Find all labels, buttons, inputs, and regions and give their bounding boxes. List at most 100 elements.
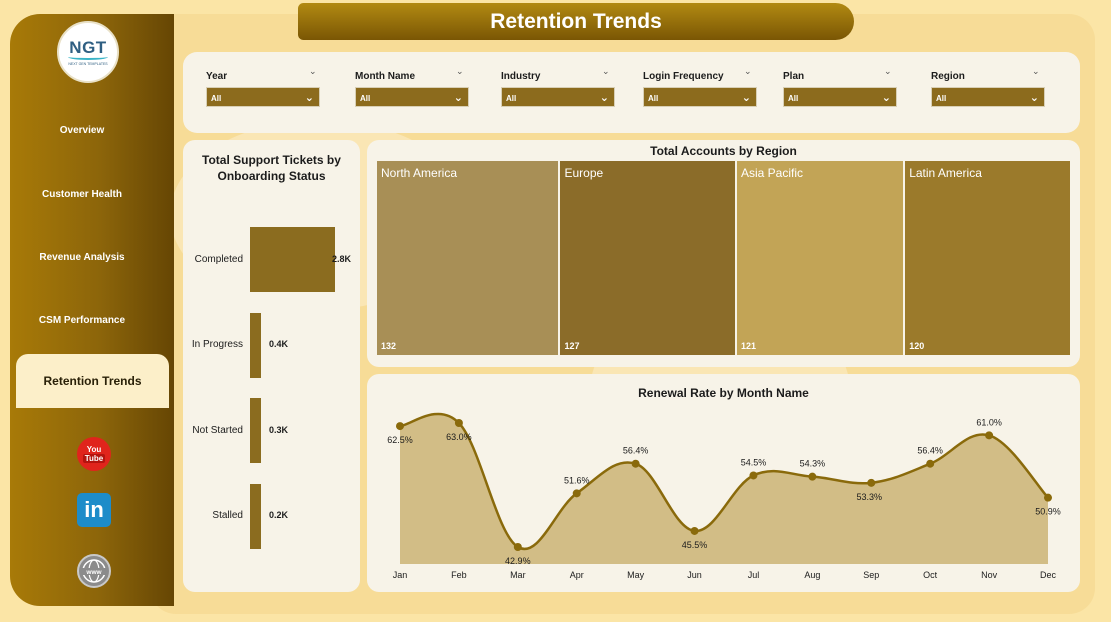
data-label: 63.0% — [446, 432, 472, 442]
chart-title: Renewal Rate by Month Name — [638, 386, 809, 400]
chart-title: Total Accounts by Region — [650, 144, 797, 158]
treemap-tile-label: Europe — [564, 166, 604, 180]
youtube-text: Tube — [82, 454, 106, 463]
bar[interactable] — [250, 483, 261, 549]
x-tick-label: Nov — [981, 570, 998, 580]
filter-label: Region — [931, 71, 965, 82]
filter-select[interactable]: All ⌄ — [355, 87, 469, 107]
data-label: 50.9% — [1035, 507, 1061, 517]
bar-value-label: 0.4K — [269, 339, 289, 349]
treemap-tile[interactable]: North America 132 — [377, 161, 559, 355]
website-icon[interactable]: www — [77, 554, 111, 588]
data-point[interactable] — [572, 489, 581, 498]
data-point[interactable] — [1044, 493, 1052, 502]
renewal-rate-panel: Renewal Rate by Month Name 62.5% Jan 63.0%… — [367, 374, 1080, 592]
data-point[interactable] — [631, 459, 640, 468]
chevron-down-icon: ⌄ — [1029, 92, 1039, 104]
chevron-down-icon: ⌄ — [304, 92, 314, 104]
youtube-text: You — [86, 445, 102, 454]
filter-label: Industry — [501, 71, 541, 82]
data-point[interactable] — [513, 543, 522, 551]
treemap-tile[interactable]: Latin America 120 — [905, 161, 1070, 355]
data-point[interactable] — [808, 472, 817, 481]
data-point[interactable] — [749, 471, 758, 480]
filter-label: Month Name — [355, 71, 415, 82]
page-header: Retention Trends — [298, 3, 854, 40]
x-tick-label: Jul — [748, 570, 760, 580]
chevron-down-icon[interactable]: ⌄ — [309, 66, 317, 76]
chevron-down-icon[interactable]: ⌄ — [884, 66, 892, 76]
data-label: 56.4% — [917, 446, 943, 456]
treemap-tile[interactable]: Europe 127 — [560, 161, 735, 355]
bar-value-label: 2.8K — [332, 253, 352, 264]
data-point[interactable] — [396, 422, 404, 431]
filter-plan[interactable]: Plan ⌄ All ⌄ — [783, 66, 897, 107]
chevron-down-icon[interactable]: ⌄ — [1032, 66, 1040, 76]
filter-region[interactable]: Region ⌄ All ⌄ — [931, 66, 1045, 107]
logo-subtext: NEXT GEN TEMPLATES — [68, 61, 108, 66]
data-point[interactable] — [985, 431, 994, 440]
data-point[interactable] — [454, 419, 463, 427]
x-tick-label: Oct — [923, 570, 938, 580]
ngt-logo[interactable]: NGT NEXT GEN TEMPLATES — [57, 21, 119, 83]
chevron-down-icon[interactable]: ⌄ — [602, 66, 610, 76]
youtube-icon[interactable]: You Tube — [77, 437, 111, 471]
x-tick-label: Jan — [393, 570, 408, 580]
data-label: 61.0% — [976, 417, 1002, 427]
bar[interactable] — [250, 398, 261, 463]
treemap-tile-value: 127 — [564, 341, 580, 351]
filter-label: Year — [206, 71, 228, 82]
data-point[interactable] — [926, 459, 935, 468]
treemap-tile-label: Latin America — [909, 166, 982, 180]
bar[interactable] — [250, 227, 335, 292]
bar[interactable] — [250, 312, 261, 378]
filter-select[interactable]: All ⌄ — [783, 87, 897, 107]
treemap-tile[interactable]: Asia Pacific 121 — [737, 161, 904, 355]
renewal-rate-chart: 62.5% Jan 63.0% Feb 42.9% Mar 51.6% Apr 56.4% May… — [387, 412, 1061, 580]
website-text: www — [85, 569, 102, 576]
data-label: 42.9% — [505, 556, 531, 566]
sidebar-item-retention-trends[interactable]: Retention Trends — [16, 354, 169, 408]
filter-month-name[interactable]: Month Name ⌄ All ⌄ — [355, 66, 469, 107]
x-tick-label: Sep — [863, 570, 879, 580]
x-tick-label: Apr — [570, 570, 584, 580]
treemap-tile-value: 120 — [909, 341, 925, 351]
x-tick-label: Feb — [451, 570, 467, 580]
filter-select[interactable]: All ⌄ — [206, 87, 320, 107]
chevron-down-icon: ⌄ — [881, 92, 891, 104]
x-tick-label: Aug — [804, 570, 820, 580]
filter-select[interactable]: All ⌄ — [501, 87, 615, 107]
x-tick-label: May — [627, 570, 645, 580]
sidebar-item-customer-health[interactable]: Customer Health — [41, 189, 122, 200]
filter-value: All — [211, 94, 222, 103]
filter-label: Login Frequency — [643, 71, 724, 82]
data-label: 53.3% — [857, 492, 883, 502]
filter-login-frequency[interactable]: Login Frequency ⌄ All ⌄ — [643, 66, 757, 107]
data-point[interactable] — [690, 526, 699, 535]
data-label: 51.6% — [564, 475, 590, 485]
sidebar-item-csm-performance[interactable]: CSM Performance — [38, 315, 126, 326]
treemap-tile-label: North America — [381, 166, 458, 180]
bar-value-label: 0.3K — [269, 424, 289, 435]
chevron-down-icon[interactable]: ⌄ — [456, 66, 464, 76]
renewal-area — [400, 413, 1048, 564]
treemap-tile-value: 121 — [741, 341, 757, 351]
linkedin-icon[interactable]: in — [77, 493, 111, 527]
data-label: 56.4% — [623, 446, 649, 456]
filter-industry[interactable]: Industry ⌄ All ⌄ — [501, 66, 615, 107]
chevron-down-icon[interactable]: ⌄ — [744, 66, 752, 76]
chart-title: Total Support Tickets by Onboarding Stat… — [202, 153, 341, 183]
logo-swoosh-icon — [68, 54, 108, 60]
x-tick-label: Mar — [510, 570, 526, 580]
bar-value-label: 0.2K — [269, 510, 289, 520]
sidebar-item-revenue-analysis[interactable]: Revenue Analysis — [39, 252, 125, 263]
globe-icon: www — [82, 559, 106, 583]
support-tickets-panel: Total Support Tickets by Onboarding Stat… — [183, 140, 360, 592]
filter-year[interactable]: Year ⌄ All ⌄ — [206, 66, 320, 107]
filter-select[interactable]: All ⌄ — [643, 87, 757, 107]
sidebar-item-overview[interactable]: Overview — [59, 125, 105, 136]
chevron-down-icon: ⌄ — [741, 92, 751, 104]
data-point[interactable] — [867, 478, 876, 487]
bar-category-label: Not Started — [192, 424, 243, 436]
filter-select[interactable]: All ⌄ — [931, 87, 1045, 107]
